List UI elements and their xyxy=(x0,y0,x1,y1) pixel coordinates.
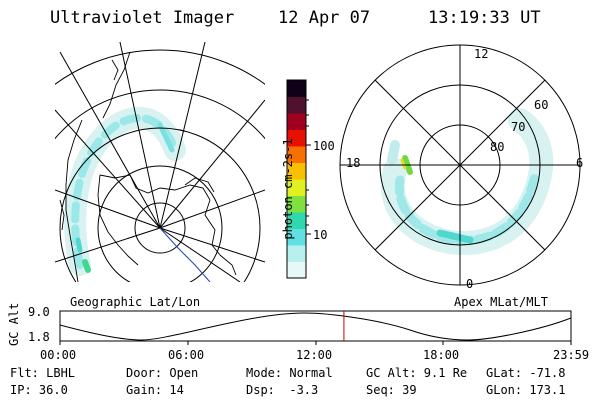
colorbar-band xyxy=(287,146,306,163)
colorbar-frame xyxy=(286,79,307,279)
colorbar-unit-label: photon cm-2s-1 xyxy=(281,138,295,240)
colorbar-band xyxy=(287,80,306,97)
altitude-ytick-low: 1.8 xyxy=(28,330,50,344)
altitude-xtick-1200: 12:00 xyxy=(296,348,333,362)
mlt-label-12: 12 xyxy=(474,47,489,61)
altitude-xticks xyxy=(59,341,572,345)
info-mode: Mode: Normal xyxy=(246,366,333,380)
colorbar-band xyxy=(287,228,306,246)
altitude-xtick-1800: 18:00 xyxy=(423,348,460,362)
lat-label-70: 70 xyxy=(511,120,526,134)
mlt-label-18: 18 xyxy=(346,156,361,170)
altitude-ylabel: GC Alt xyxy=(7,302,21,346)
colorbar-band xyxy=(287,179,306,196)
colorbar-band xyxy=(287,245,306,262)
geo-orbit-track xyxy=(159,227,211,282)
geo-auroral-emission xyxy=(64,106,186,276)
info-gc-alt: GC Alt: 9.1 Re xyxy=(366,366,468,380)
mlt-label-6: 6 xyxy=(576,156,584,170)
geographic-map xyxy=(55,42,265,282)
date-label: 12 Apr 07 xyxy=(278,8,371,28)
altitude-xtick-0000: 00:00 xyxy=(40,348,77,362)
time-label: 13:19:33 UT xyxy=(428,8,541,28)
colorbar-ticks xyxy=(306,99,311,235)
colorbar-tick-10: 10 xyxy=(313,228,328,242)
info-filter: Flt: LBHL xyxy=(10,366,76,380)
info-glat: GLat: -71.8 xyxy=(486,366,566,380)
info-ip: IP: 36.0 xyxy=(10,383,68,397)
colorbar-band xyxy=(287,212,306,229)
colorbar-band xyxy=(287,129,306,147)
colorbar-band xyxy=(287,96,306,114)
info-gain: Gain: 14 xyxy=(126,383,184,397)
altitude-plot xyxy=(59,310,572,345)
colorbar xyxy=(287,80,306,279)
info-door: Door: Open xyxy=(126,366,199,380)
colorbar-band xyxy=(287,113,306,130)
altitude-xtick-0600: 06:00 xyxy=(168,348,205,362)
colorbar-band xyxy=(287,195,306,213)
altitude-curve xyxy=(59,312,572,341)
colorbar-tick-100: 100 xyxy=(313,139,335,153)
info-seq: Seq: 39 xyxy=(366,383,417,397)
colorbar-band xyxy=(287,162,306,180)
info-glon: GLon: 173.1 xyxy=(486,383,566,397)
altitude-xtick-2359: 23:59 xyxy=(553,348,590,362)
lat-label-80: 80 xyxy=(490,140,505,154)
mlt-caption: Apex MLat/MLT xyxy=(454,295,548,309)
colorbar-band xyxy=(287,261,306,279)
geo-coastlines xyxy=(59,51,237,282)
lat-label-60: 60 xyxy=(534,98,549,112)
altitude-ytick-high: 9.0 xyxy=(28,305,50,319)
geo-caption: Geographic Lat/Lon xyxy=(70,295,201,309)
instrument-title: Ultraviolet Imager xyxy=(50,8,235,28)
info-dsp: Dsp: -3.3 xyxy=(246,383,319,397)
mlt-label-0: 0 xyxy=(466,277,474,291)
mlt-grid xyxy=(339,44,581,286)
mlt-dial xyxy=(339,44,581,286)
